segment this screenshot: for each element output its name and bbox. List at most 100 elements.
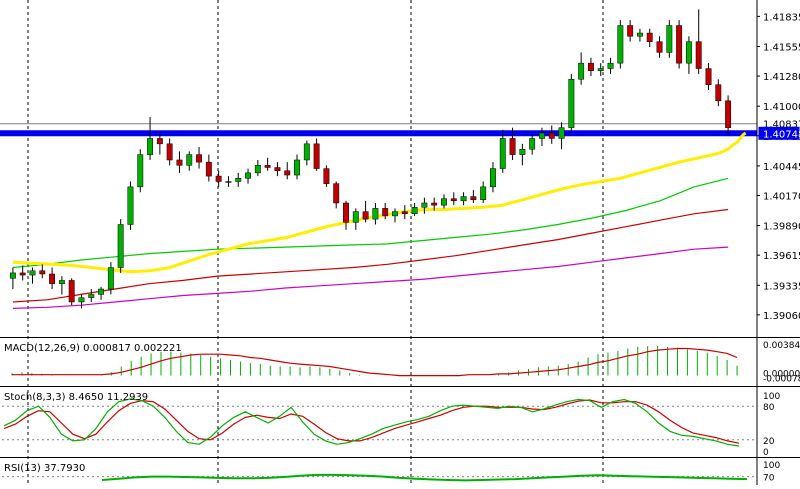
ma-mid-line — [12, 177, 729, 269]
candle-body-up — [597, 68, 604, 71]
candle-body-down — [382, 208, 389, 217]
candle — [176, 151, 183, 173]
candle — [431, 197, 438, 211]
stoch-label: Stoch(8,3,3) 8.4650 11.2939 — [4, 392, 148, 403]
candle — [607, 57, 614, 74]
candle-body-down — [509, 138, 516, 155]
candle-body-down — [470, 196, 477, 201]
candle-body-up — [519, 148, 526, 155]
candle — [519, 143, 526, 166]
candle — [9, 267, 16, 290]
candle — [88, 289, 95, 302]
candle — [460, 192, 467, 206]
candle-body-down — [656, 41, 663, 53]
candle-body-up — [352, 211, 359, 223]
y-tick-label: 1.41555 — [763, 42, 800, 53]
candle-body-down — [715, 84, 722, 102]
candle-body-down — [695, 41, 702, 69]
candle-body-up — [58, 280, 65, 284]
support-price-label: 1.40748 — [763, 129, 800, 140]
candle — [499, 129, 506, 173]
y-tick-label: 1.39335 — [763, 281, 800, 292]
candle-body-up — [499, 138, 506, 169]
candle — [450, 192, 457, 206]
candle-body-down — [284, 170, 291, 176]
candle-body-up — [568, 79, 575, 128]
candle — [695, 9, 702, 74]
candle — [676, 20, 683, 69]
candle — [215, 170, 222, 187]
candle — [558, 122, 565, 150]
candle-body-up — [78, 297, 85, 303]
candle — [166, 138, 173, 166]
candle-body-up — [617, 25, 624, 64]
candle — [685, 36, 692, 74]
candle-body-up — [490, 168, 496, 188]
candle — [705, 63, 712, 91]
candle-body-up — [303, 143, 310, 161]
candle — [274, 162, 281, 177]
candle — [392, 208, 398, 223]
candle-body-down — [156, 138, 163, 145]
candle-body-down — [705, 68, 712, 85]
candle — [587, 57, 594, 77]
candle-body-up — [245, 172, 251, 179]
candle-body-down — [19, 272, 26, 276]
candle — [441, 194, 447, 209]
candle-body-down — [343, 202, 349, 223]
candle — [127, 181, 134, 230]
candle — [352, 208, 359, 230]
candle — [578, 52, 585, 85]
candle — [156, 133, 163, 155]
candle-body-down — [431, 202, 438, 206]
candle — [39, 264, 46, 279]
candle — [205, 154, 212, 182]
candle — [725, 95, 732, 135]
candle-body-down — [215, 175, 222, 182]
candle — [137, 149, 144, 193]
rsi-tick-label: 100 — [763, 461, 780, 471]
candle — [666, 20, 673, 58]
rsi-line — [101, 473, 748, 482]
stoch-signal-line — [3, 399, 740, 444]
ma-long-line — [12, 246, 729, 309]
candle-body-up — [186, 154, 193, 166]
stoch-main-line — [3, 398, 740, 447]
candle-body-down — [264, 165, 271, 168]
candle-body-down — [725, 100, 732, 128]
candle — [323, 165, 330, 187]
candle-body-up — [666, 25, 673, 53]
candle — [715, 79, 722, 107]
candle — [636, 28, 643, 42]
candle — [303, 140, 310, 166]
candle — [117, 219, 124, 273]
candle — [78, 294, 85, 309]
candle — [656, 36, 663, 58]
macd-tick-label: 0.000000 — [763, 370, 800, 380]
candle — [58, 276, 65, 295]
candle-body-down — [39, 270, 46, 275]
stoch-tick-label: 80 — [763, 403, 775, 413]
stoch-tick-label: 100 — [763, 392, 780, 402]
candle — [186, 151, 193, 171]
candle-body-up — [607, 62, 614, 69]
y-tick-label: 1.40445 — [763, 162, 800, 173]
current-price-label: 1.40837 — [763, 120, 800, 131]
candle-body-up — [29, 270, 36, 276]
candle — [284, 162, 291, 180]
candle-body-up — [127, 186, 134, 225]
support-price-label-box — [758, 126, 800, 140]
candle — [294, 154, 300, 180]
candle-body-down — [205, 161, 212, 177]
candle-body-up — [235, 178, 242, 182]
candle-body-up — [88, 294, 95, 298]
candle — [245, 168, 251, 184]
candle — [254, 159, 261, 177]
candle-body-down — [274, 167, 281, 171]
macd-signal-line — [12, 347, 738, 377]
candle — [343, 200, 349, 230]
candle-body-down — [166, 143, 173, 161]
candle — [597, 63, 604, 77]
candle — [19, 265, 26, 281]
